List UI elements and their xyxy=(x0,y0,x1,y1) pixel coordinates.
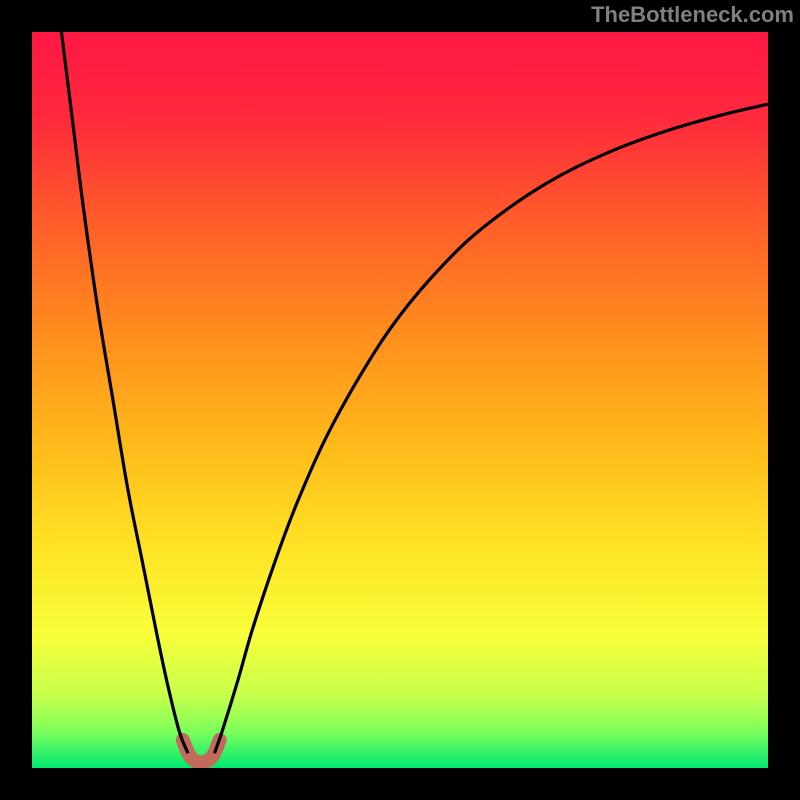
bottleneck-chart xyxy=(0,0,800,800)
outer-frame xyxy=(0,0,800,800)
plot-background xyxy=(32,32,768,768)
watermark-text: TheBottleneck.com xyxy=(591,2,794,27)
watermark-label: TheBottleneck.com xyxy=(591,2,794,28)
